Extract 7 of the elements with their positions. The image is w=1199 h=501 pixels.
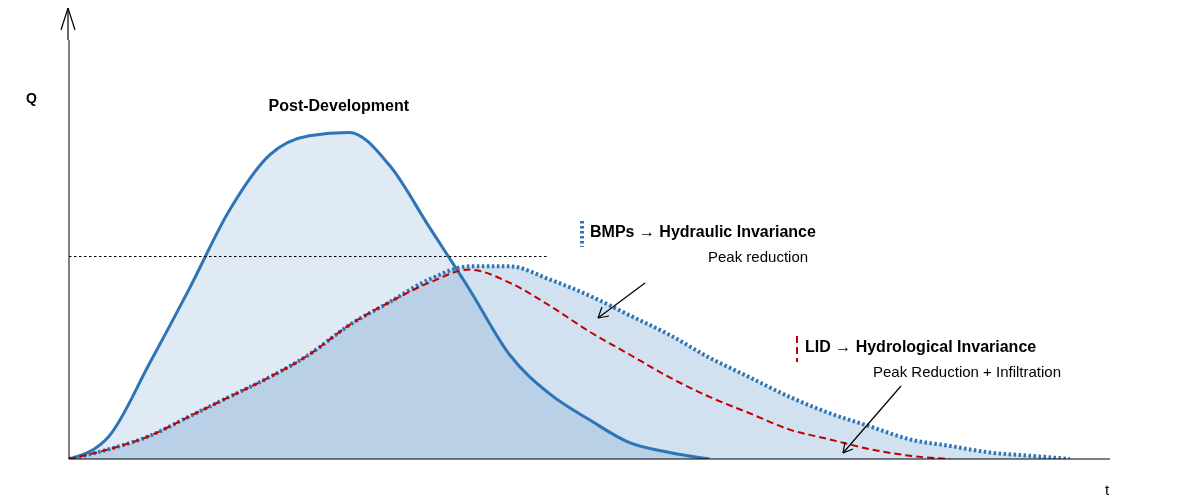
legend-label: LID → Hydrological Invariance: [805, 338, 1037, 356]
annotation: Peak Reduction + Infiltration: [873, 363, 1062, 380]
y-axis-title: Q: [26, 90, 37, 106]
x-axis-title: t: [1105, 481, 1110, 498]
legend-label: BMPs → Hydraulic Invariance: [590, 223, 816, 241]
series-label: Post-Development: [268, 97, 409, 116]
annotation: Peak reduction: [708, 248, 809, 265]
